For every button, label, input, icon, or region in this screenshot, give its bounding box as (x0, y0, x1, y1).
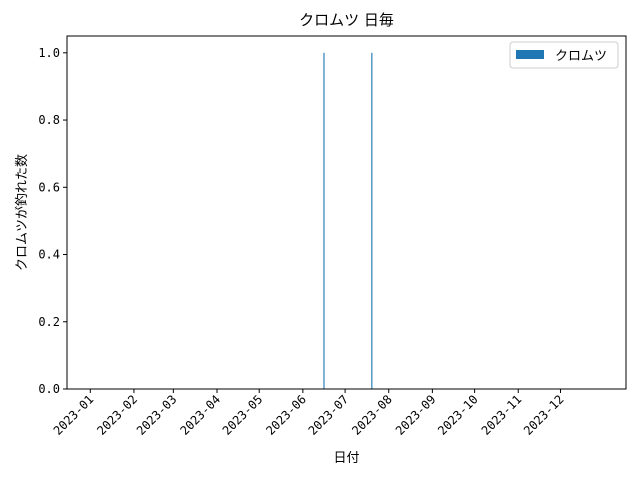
bars-layer (323, 52, 373, 390)
legend-swatch (516, 50, 544, 59)
x-tick-label: 2023-08 (349, 392, 395, 438)
chart-title: クロムツ 日毎 (299, 11, 394, 29)
x-tick-label: 2023-11 (479, 392, 525, 438)
y-tick-label: 0.6 (38, 180, 60, 194)
legend-box (509, 41, 619, 69)
x-tick-label: 2023-07 (306, 392, 352, 438)
bar (371, 52, 373, 390)
x-tick-label: 2023-03 (134, 392, 180, 438)
y-axis: 0.0 0.2 0.4 0.6 0.8 1.0 (38, 46, 67, 396)
x-tick-label: 2023-02 (94, 392, 140, 438)
legend: クロムツ (509, 41, 619, 69)
y-tick-label: 1.0 (38, 46, 60, 60)
x-axis: 2023-012023-022023-032023-042023-052023-… (51, 389, 567, 438)
x-tick-label: 2023-09 (393, 392, 439, 438)
x-tick-label: 2023-01 (51, 392, 97, 438)
y-tick-label: 0.8 (38, 113, 60, 127)
x-tick-label: 2023-04 (177, 392, 223, 438)
y-axis-label: クロムツが釣れた数 (14, 154, 30, 271)
plot-frame (66, 35, 627, 390)
x-tick-label: 2023-12 (521, 392, 567, 438)
x-axis-label: 日付 (333, 451, 359, 466)
legend-label: クロムツ (555, 49, 607, 64)
y-tick-label: 0.0 (38, 382, 60, 396)
bar (323, 52, 325, 390)
x-tick-label: 2023-06 (263, 392, 309, 438)
y-tick-label: 0.4 (38, 248, 60, 262)
x-tick-label: 2023-10 (435, 392, 481, 438)
y-tick-label: 0.2 (38, 315, 60, 329)
x-tick-label: 2023-05 (220, 392, 266, 438)
